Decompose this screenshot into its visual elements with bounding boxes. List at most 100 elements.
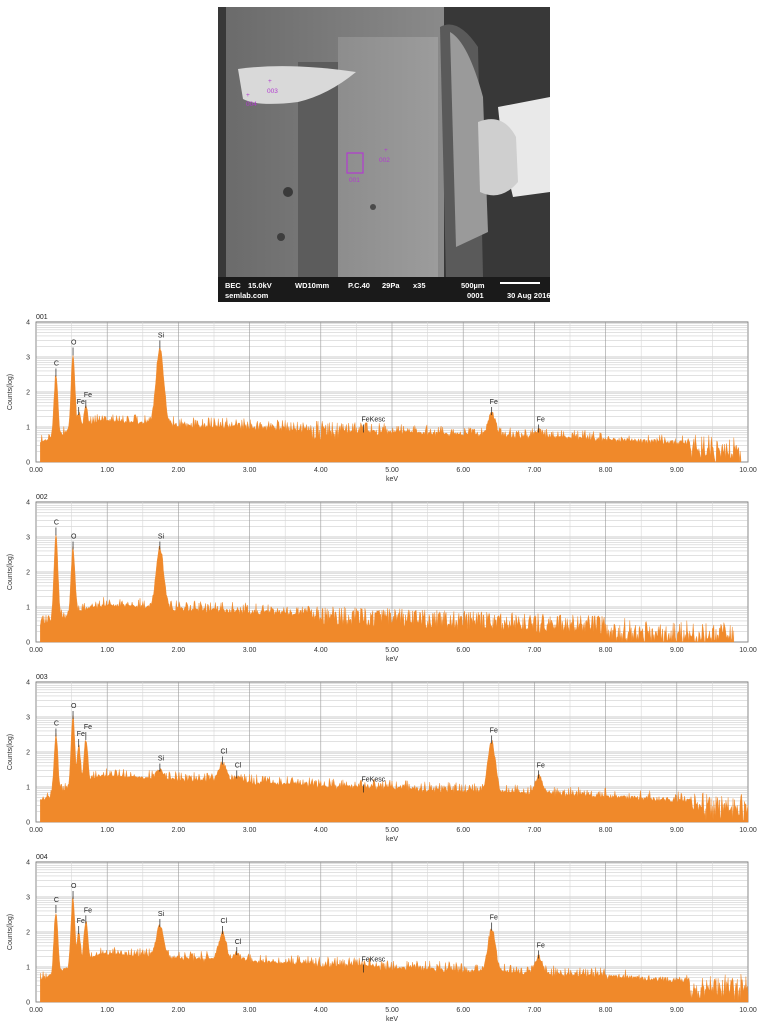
y-tick-label: 3 (26, 895, 30, 902)
x-tick-label: 9.00 (670, 647, 684, 654)
marker-001-label: 001 (349, 177, 360, 184)
marker-003-label: 003 (267, 88, 278, 95)
spectrum-area (40, 715, 749, 823)
x-tick-label: 10.00 (739, 1007, 757, 1014)
peak-label: Fe (84, 392, 92, 399)
sem-info-bar (218, 277, 550, 302)
x-tick-label: 7.00 (528, 827, 542, 834)
peak-label: C (54, 361, 59, 368)
x-tick-label: 5.00 (385, 827, 399, 834)
peak-label: O (71, 534, 77, 541)
sem-scale-label: 500µm (461, 281, 485, 290)
peak-label: Fe (490, 399, 498, 406)
x-tick-label: 4.00 (314, 1007, 328, 1014)
x-tick-label: 8.00 (599, 467, 613, 474)
y-tick-label: 1 (26, 965, 30, 972)
x-tick-label: 4.00 (314, 827, 328, 834)
sem-wd: WD10mm (295, 281, 330, 290)
peak-label: Fe (537, 763, 545, 770)
y-tick-label: 0 (26, 640, 30, 647)
x-tick-label: 6.00 (456, 647, 470, 654)
peak-label: Si (158, 534, 165, 541)
peak-label: Cl (221, 749, 228, 756)
x-tick-label: 6.00 (456, 1007, 470, 1014)
sem-scale-bar (500, 282, 540, 284)
spectrum-chart-004: 004 C O Fe Fe Si Cl Cl FeKesc Fe Fe 0.00 1.00 2.00 3.0… (7, 854, 757, 1023)
peak-label: Cl (221, 918, 228, 925)
x-tick-label: 5.00 (385, 647, 399, 654)
x-axis-title: keV (386, 1016, 398, 1023)
spectrum-chart-002: 002 C O Si 0.00 1.00 2.00 3.00 4.00 5.00 6.00 7.00 8… (7, 494, 757, 663)
x-tick-label: 2.00 (172, 647, 186, 654)
x-tick-label: 1.00 (100, 467, 114, 474)
peak-label: O (71, 340, 77, 347)
peak-label: Fe (84, 908, 92, 915)
peak-label: Cl (235, 939, 242, 946)
x-tick-label: 0.00 (29, 467, 43, 474)
peak-label: FeKesc (362, 777, 386, 784)
peak-label: Fe (537, 417, 545, 424)
y-tick-label: 4 (26, 320, 30, 327)
peak-label: Fe (77, 399, 85, 406)
y-tick-label: 4 (26, 680, 30, 687)
x-tick-label: 5.00 (385, 1007, 399, 1014)
svg-text:+: + (246, 92, 250, 99)
y-tick-label: 1 (26, 425, 30, 432)
y-tick-label: 2 (26, 750, 30, 757)
peak-label: C (54, 721, 59, 728)
spectrum-id: 004 (36, 854, 48, 861)
sem-mag: x35 (413, 281, 426, 290)
sem-image-no: 0001 (467, 291, 484, 300)
spectrum-id: 002 (36, 494, 48, 501)
y-axis-title: Counts(log) (7, 734, 14, 770)
peak-label: C (54, 520, 59, 527)
spectrum-id: 001 (36, 314, 48, 321)
peak-label: Si (158, 911, 165, 918)
sem-micrograph: 001 + 002 + 003 + 004 BEC 15.0kV WD10mm … (218, 7, 550, 302)
x-tick-label: 4.00 (314, 467, 328, 474)
spectrum-id: 003 (36, 674, 48, 681)
peak-label: O (71, 883, 77, 890)
peak-label: O (71, 703, 77, 710)
x-tick-label: 2.00 (172, 467, 186, 474)
x-tick-label: 9.00 (670, 1007, 684, 1014)
marker-004-label: 004 (246, 101, 257, 108)
y-tick-label: 0 (26, 1000, 30, 1007)
x-tick-label: 2.00 (172, 1007, 186, 1014)
x-tick-label: 6.00 (456, 467, 470, 474)
x-tick-label: 4.00 (314, 647, 328, 654)
peak-label: Fe (537, 943, 545, 950)
peak-label: Si (158, 756, 165, 763)
y-axis-title: Counts(log) (7, 554, 14, 590)
x-tick-label: 10.00 (739, 647, 757, 654)
x-tick-label: 0.00 (29, 647, 43, 654)
peak-label: Si (158, 333, 165, 340)
peak-label: FeKesc (362, 957, 386, 964)
x-tick-label: 1.00 (100, 647, 114, 654)
spectrum-panel-004: 004 C O Fe Fe Si Cl Cl FeKesc Fe Fe 0.00 1.00 2.00 3.0… (0, 850, 766, 1024)
x-tick-label: 9.00 (670, 467, 684, 474)
x-tick-label: 7.00 (528, 467, 542, 474)
spectrum-panel-001: 001 C O Fe Fe Si FeKesc Fe Fe 0.00 1.00 2.00 3.00 4.0… (0, 310, 766, 490)
sem-date: 30 Aug 2016 (507, 291, 550, 300)
spectrum-area (40, 896, 749, 1003)
x-tick-label: 0.00 (29, 827, 43, 834)
y-tick-label: 4 (26, 860, 30, 867)
spectrum-area (40, 534, 734, 643)
x-tick-label: 8.00 (599, 827, 613, 834)
y-tick-label: 2 (26, 930, 30, 937)
x-axis-title: keV (386, 656, 398, 663)
sem-pc: P.C.40 (348, 281, 370, 290)
svg-text:+: + (384, 147, 388, 154)
peak-label: Fe (77, 918, 85, 925)
x-tick-label: 1.00 (100, 827, 114, 834)
y-tick-label: 2 (26, 570, 30, 577)
y-tick-label: 3 (26, 715, 30, 722)
x-tick-label: 3.00 (243, 1007, 257, 1014)
y-tick-label: 1 (26, 785, 30, 792)
sem-voltage: 15.0kV (248, 281, 272, 290)
y-tick-label: 0 (26, 820, 30, 827)
marker-001-area (346, 152, 364, 174)
